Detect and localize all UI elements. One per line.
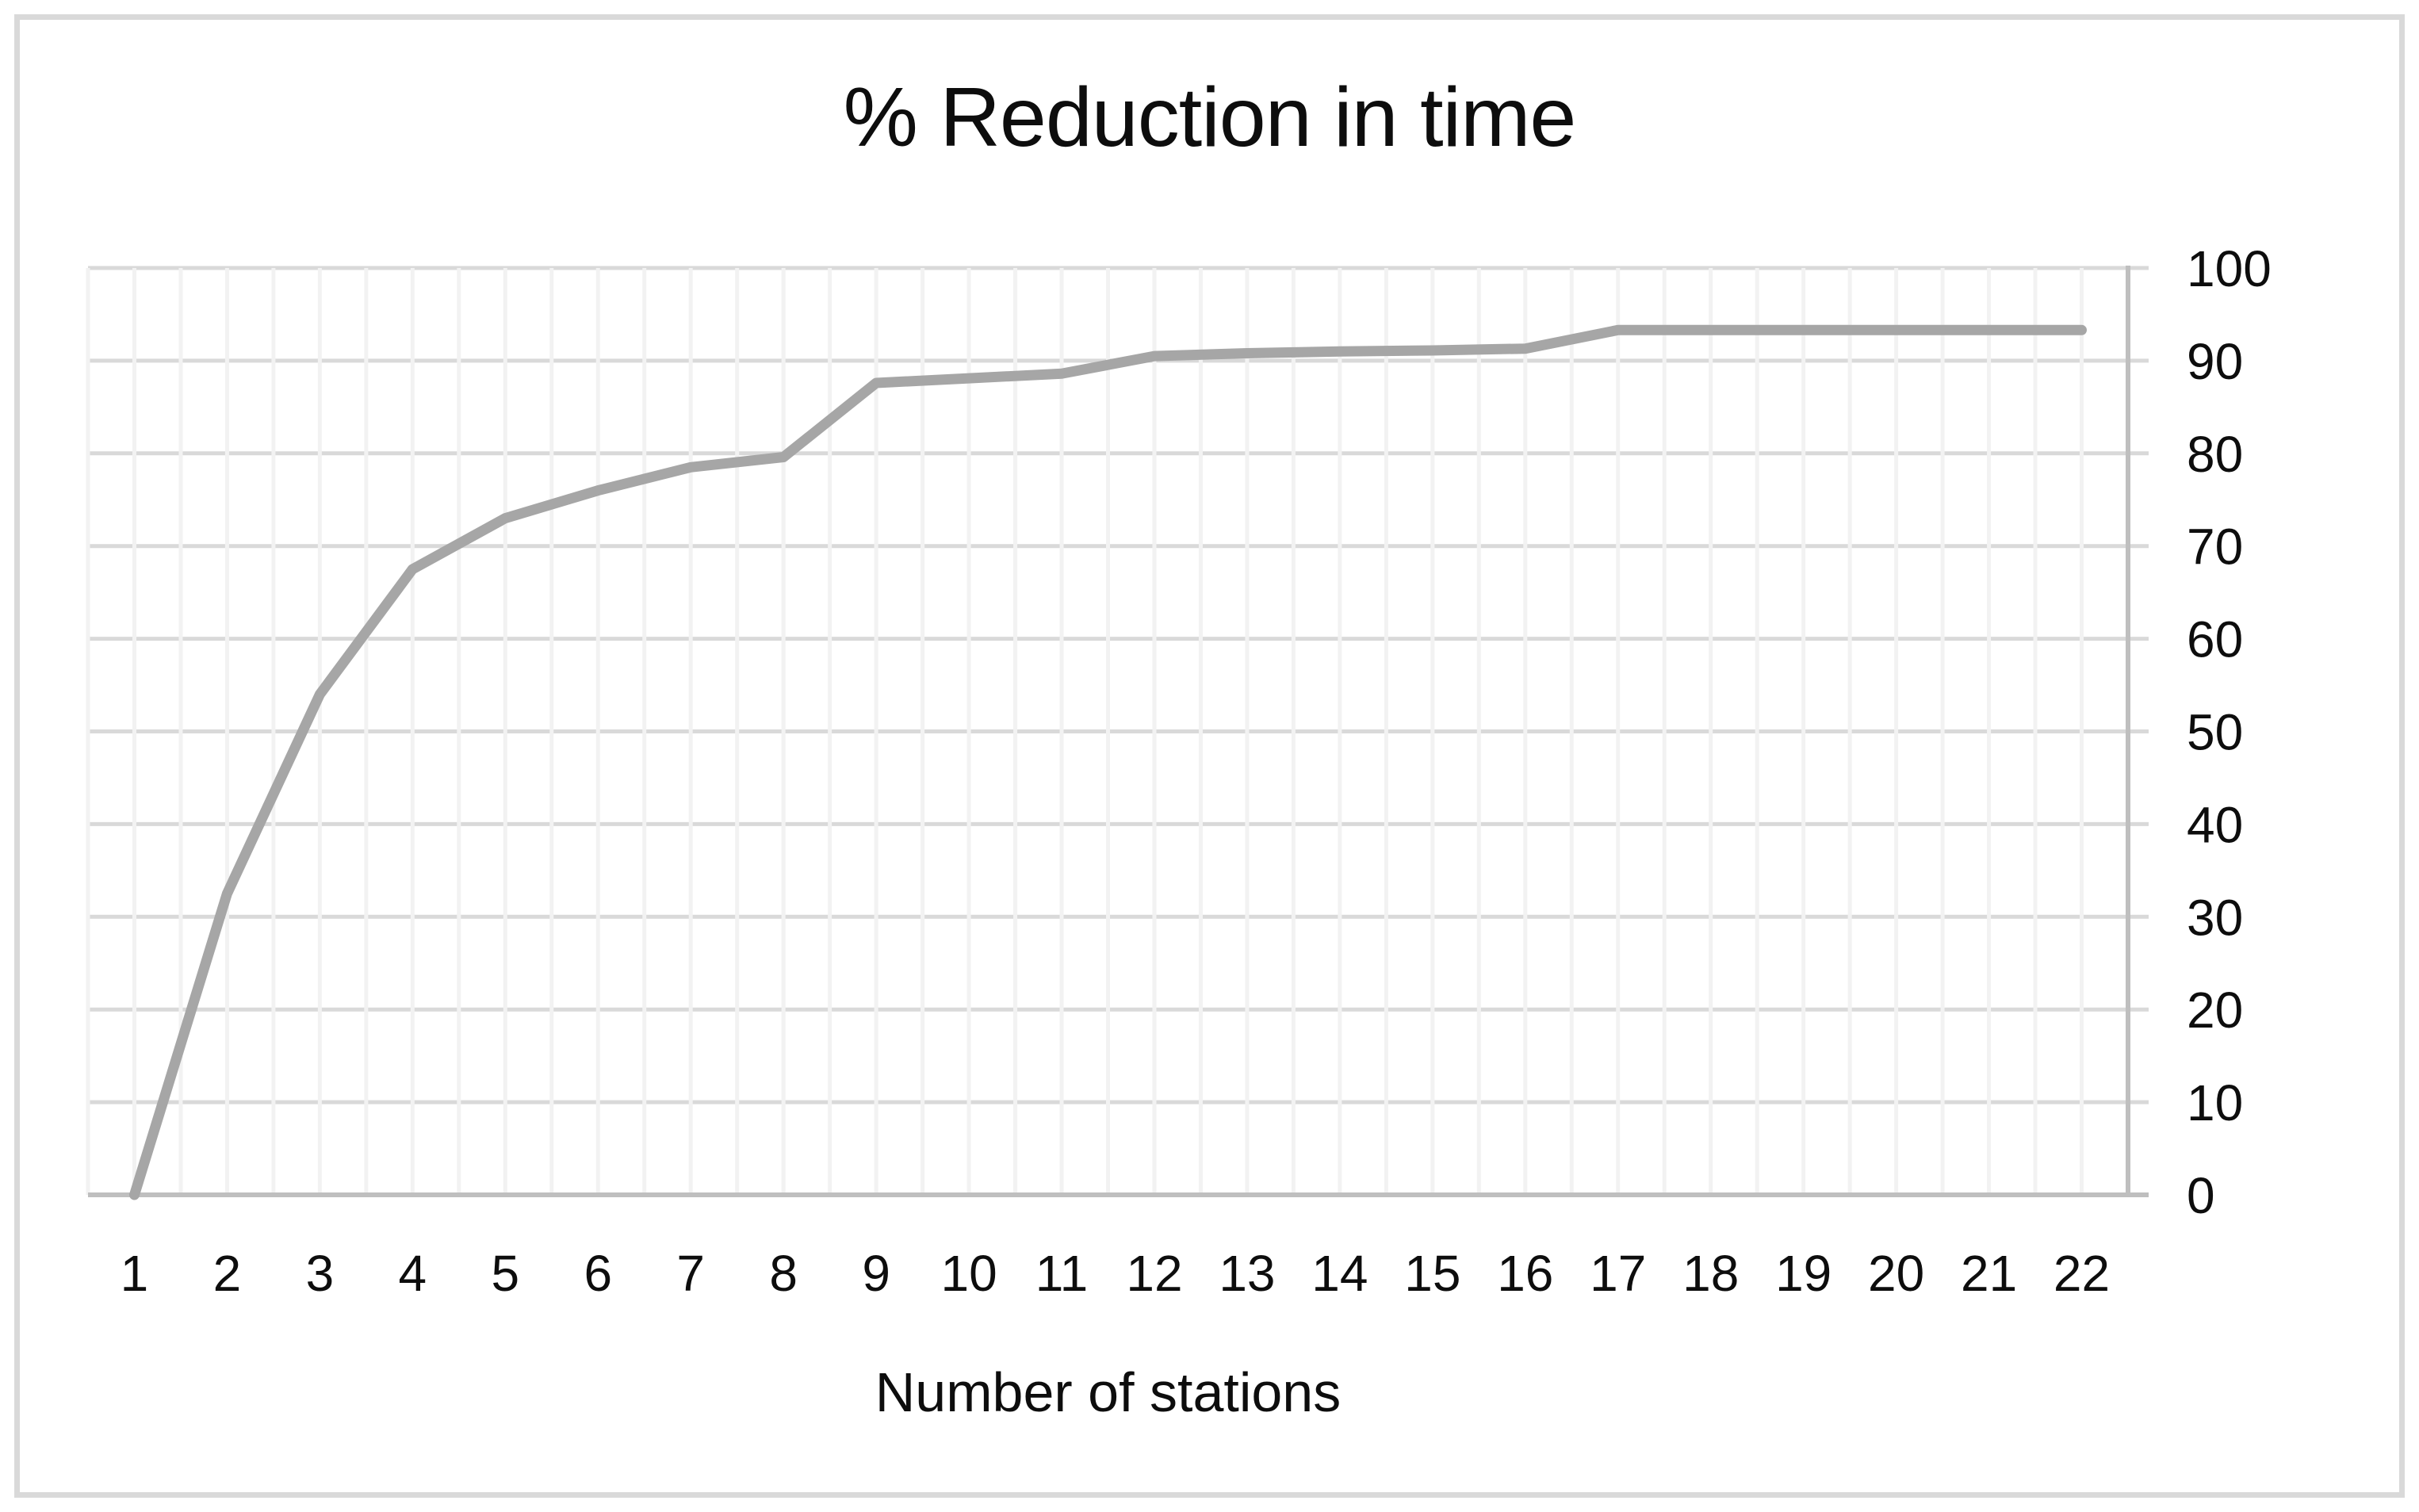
x-tick-label: 12 bbox=[1126, 1245, 1182, 1302]
y-tick-label: 0 bbox=[2187, 1167, 2215, 1224]
x-tick-label: 19 bbox=[1775, 1245, 1831, 1302]
x-axis-title: Number of stations bbox=[875, 1361, 1342, 1423]
y-tick-label: 10 bbox=[2187, 1074, 2243, 1131]
x-tick-label: 7 bbox=[676, 1245, 705, 1302]
x-tick-label: 10 bbox=[940, 1245, 997, 1302]
x-tick-label: 2 bbox=[213, 1245, 242, 1302]
series-line bbox=[129, 324, 2087, 1200]
vertical-gridlines bbox=[86, 268, 2084, 1195]
x-tick-label: 16 bbox=[1497, 1245, 1553, 1302]
y-tick-label: 70 bbox=[2187, 519, 2243, 576]
y-tick-label: 30 bbox=[2187, 889, 2243, 946]
y-tick-label: 60 bbox=[2187, 611, 2243, 668]
x-tick-label: 3 bbox=[306, 1245, 335, 1302]
x-tick-label: 18 bbox=[1682, 1245, 1739, 1302]
y-tick-label: 50 bbox=[2187, 704, 2243, 761]
x-tick-labels: 1 2 3 4 5 6 7 8 9 10 11 12 13 14 15 16 17 18 19 20 21 22 bbox=[121, 1245, 2110, 1302]
x-tick-label: 13 bbox=[1219, 1245, 1275, 1302]
x-tick-label: 1 bbox=[121, 1245, 149, 1302]
y-tick-label: 90 bbox=[2187, 333, 2243, 390]
x-tick-label: 15 bbox=[1404, 1245, 1460, 1302]
x-tick-label: 22 bbox=[2053, 1245, 2110, 1302]
x-tick-label: 21 bbox=[1961, 1245, 2017, 1302]
y-tick-label: 100 bbox=[2187, 240, 2272, 297]
x-tick-label: 9 bbox=[862, 1245, 890, 1302]
y-tick-label: 80 bbox=[2187, 426, 2243, 483]
y-tick-labels: 0 10 20 30 40 50 60 70 80 90 100 bbox=[2187, 240, 2272, 1224]
x-tick-label: 11 bbox=[1035, 1245, 1088, 1302]
x-tick-label: 14 bbox=[1311, 1245, 1368, 1302]
y-tick-label: 20 bbox=[2187, 982, 2243, 1039]
horizontal-gridlines bbox=[88, 266, 2149, 1104]
x-tick-label: 8 bbox=[769, 1245, 798, 1302]
x-tick-label: 20 bbox=[1868, 1245, 1924, 1302]
x-tick-label: 4 bbox=[399, 1245, 427, 1302]
y-tick-label: 40 bbox=[2187, 796, 2243, 853]
chart-title: % Reduction in time bbox=[843, 71, 1577, 164]
x-tick-label: 6 bbox=[584, 1245, 612, 1302]
x-tick-label: 5 bbox=[491, 1245, 519, 1302]
x-tick-label: 17 bbox=[1590, 1245, 1646, 1302]
